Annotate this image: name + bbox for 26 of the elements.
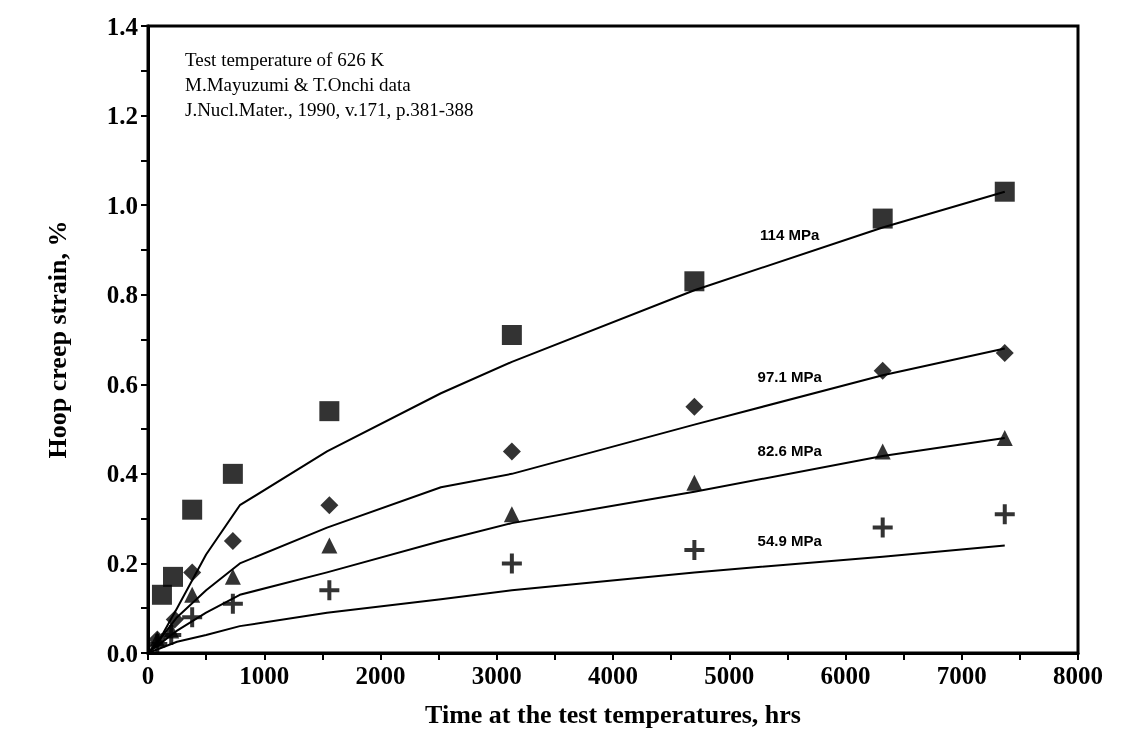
x-tick-label: 8000 — [1053, 662, 1103, 689]
series-label: 97.1 MPa — [757, 367, 823, 385]
y-axis-title: Hoop creep strain, % — [42, 220, 72, 459]
y-tick-label: 0.2 — [106, 549, 138, 577]
x-tick-label: 6000 — [820, 662, 871, 689]
annotation: Test temperature of 626 K — [185, 49, 385, 70]
y-tick-label: 1.4 — [106, 12, 139, 40]
y-tick-label: 1.0 — [106, 191, 138, 219]
annotation: M.Mayuzumi & T.Onchi data — [185, 74, 412, 95]
annotation: J.Nucl.Mater., 1990, v.171, p.381-388 — [185, 99, 474, 120]
y-tick-label: 0.8 — [106, 281, 138, 309]
x-tick-label: 5000 — [704, 662, 755, 689]
x-tick-label: 7000 — [936, 662, 987, 689]
y-tick-label: 0.6 — [106, 370, 138, 398]
y-tick-label: 0.4 — [106, 460, 139, 488]
series-label: 114 MPa — [760, 226, 820, 244]
y-tick-label: 0.0 — [106, 639, 138, 667]
series-label: 54.9 MPa — [757, 532, 823, 550]
y-tick-label: 1.2 — [106, 102, 138, 130]
series-label: 82.6 MPa — [757, 441, 823, 459]
x-tick-label: 1000 — [239, 662, 290, 689]
x-tick-label: 3000 — [471, 662, 522, 689]
x-axis-title: Time at the test temperatures, hrs — [425, 699, 801, 729]
x-tick-label: 4000 — [588, 662, 638, 689]
x-tick-label: 0 — [141, 662, 155, 689]
x-tick-label: 2000 — [355, 662, 406, 689]
